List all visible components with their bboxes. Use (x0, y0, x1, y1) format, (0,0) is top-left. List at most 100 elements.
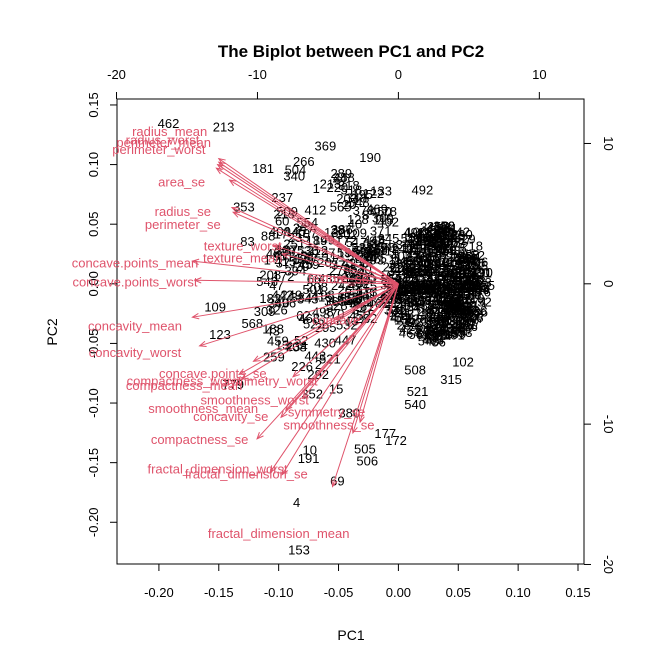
cloud-point-label: 101 (395, 261, 417, 276)
cloud-point-label: 366 (443, 302, 465, 317)
cloud-point-label: 247 (451, 322, 473, 337)
cloud-point-label: 21 (463, 266, 477, 281)
cloud-point-label: 497 (436, 227, 458, 242)
cloud-point-label: 558 (435, 279, 457, 294)
cloud-point-label: 234 (468, 282, 490, 297)
cloud-point-label: 156 (415, 268, 437, 283)
variable-arrow (241, 283, 399, 380)
cloud-point-label: 120 (342, 266, 364, 281)
variable-arrow (338, 277, 399, 285)
cloud-point-label: 525 (444, 305, 466, 320)
cloud-point-label: 527 (460, 308, 482, 323)
cloud-point-label: 397 (449, 318, 471, 333)
cloud-point-label: 452 (409, 281, 431, 296)
cloud-point-label: 448 (363, 232, 385, 247)
cloud-point-label: 109 (345, 226, 367, 241)
cloud-point-label: 548 (439, 235, 461, 250)
cloud-point-label: 518 (341, 182, 363, 197)
cloud-point-label: 457 (450, 232, 472, 247)
cloud-point-label: 457 (395, 274, 417, 289)
cloud-point-label: 306 (432, 281, 454, 296)
cloud-point-label: 371 (276, 256, 298, 271)
cloud-point-label: 361 (428, 328, 450, 343)
cloud-point-label: 408 (447, 300, 469, 315)
observation-label: 177 (374, 426, 396, 441)
cloud-point-label: 2 (315, 357, 322, 372)
cloud-point-label: 218 (461, 239, 483, 254)
cloud-point-label: 78 (436, 224, 450, 239)
cloud-point-label: 278 (438, 304, 460, 319)
cloud-point-label: 120 (397, 273, 419, 288)
cloud-point-label: 108 (431, 229, 453, 244)
cloud-point-label: 500 (354, 243, 376, 258)
cloud-point-label: 288 (445, 302, 467, 317)
cloud-point-label: 216 (395, 284, 417, 299)
observation-label: 315 (440, 372, 462, 387)
cloud-point-label: 5 (427, 303, 434, 318)
cloud-point-label: 415 (275, 254, 297, 269)
cloud-point-label: 465 (403, 294, 425, 309)
cloud-point-label: 530 (424, 242, 446, 257)
cloud-point-label: 92 (463, 306, 477, 321)
cloud-point-label: 226 (291, 359, 313, 374)
cloud-point-label: 208 (306, 279, 328, 294)
cloud-point-label: 429 (454, 231, 476, 246)
cloud-point-label: 411 (455, 272, 476, 287)
cloud-point-label: 245 (445, 300, 467, 315)
cloud-point-label: 507 (392, 287, 414, 302)
observation-label: 4 (293, 495, 300, 510)
cloud-point-label: 39 (465, 247, 479, 262)
cloud-point-label: 88 (450, 289, 464, 304)
cloud-point-label: 176 (469, 285, 491, 300)
variable-arrowhead (281, 252, 290, 259)
cloud-point-label: 342 (423, 286, 445, 301)
variable-label: concavity_se (193, 409, 268, 424)
cloud-point-label: 207 (275, 242, 297, 257)
variable-arrowhead (280, 410, 288, 419)
variable-arrowhead (230, 206, 239, 214)
cloud-point-label: 225 (457, 251, 479, 266)
cloud-point-label: 490 (471, 265, 493, 280)
right-tick-label: 0 (601, 280, 616, 287)
cloud-point-label: 358 (403, 278, 425, 293)
cloud-point-label: 445 (402, 283, 424, 298)
cloud-point-label: 309 (254, 304, 276, 319)
cloud-point-label: 109 (438, 297, 460, 312)
cloud-point-label: 501 (436, 284, 458, 299)
cloud-point-label: 187 (456, 302, 478, 317)
cloud-point-label: 326 (266, 302, 288, 317)
cloud-point-label: 115 (434, 228, 455, 243)
variable-label: concavity_worst (89, 345, 182, 360)
cloud-point-label: 39 (452, 249, 466, 264)
cloud-point-label: 196 (426, 267, 448, 282)
observation-label: 24 (332, 171, 346, 186)
cloud-point-label: 278 (329, 263, 351, 278)
cloud-point-label: 104 (440, 286, 462, 301)
cloud-point-label: 532 (336, 317, 358, 332)
cloud-point-label: 265 (337, 283, 359, 298)
cloud-point-label: 213 (320, 177, 342, 192)
cloud-point-label: 395 (429, 223, 451, 238)
cloud-point-label: 30 (403, 248, 417, 263)
cloud-point-label: 286 (426, 224, 448, 239)
cloud-point-label: 498 (312, 304, 334, 319)
cloud-point-label: 257 (426, 277, 448, 292)
cloud-point-label: 111 (424, 280, 444, 295)
cloud-point-label: 62 (296, 308, 310, 323)
cloud-point-label: 17 (425, 243, 439, 258)
cloud-point-label: 289 (427, 317, 449, 332)
cloud-point-label: 323 (408, 315, 430, 330)
cloud-point-label: 328 (402, 315, 424, 330)
cloud-point-label: 142 (455, 253, 477, 268)
variable-label: fractal_dimension_mean (208, 526, 350, 541)
cloud-point-label: 417 (413, 301, 435, 316)
cloud-point-label: 445 (404, 294, 426, 309)
cloud-point-label: 556 (457, 304, 479, 319)
cloud-point-label: 294 (455, 251, 477, 266)
variable-arrow (335, 283, 399, 321)
cloud-point-label: 223 (389, 260, 411, 275)
variable-label: radius_worst (126, 133, 200, 148)
cloud-point-label: 266 (410, 279, 432, 294)
cloud-point-label: 236 (452, 303, 474, 318)
cloud-point-label: 33 (454, 273, 468, 288)
